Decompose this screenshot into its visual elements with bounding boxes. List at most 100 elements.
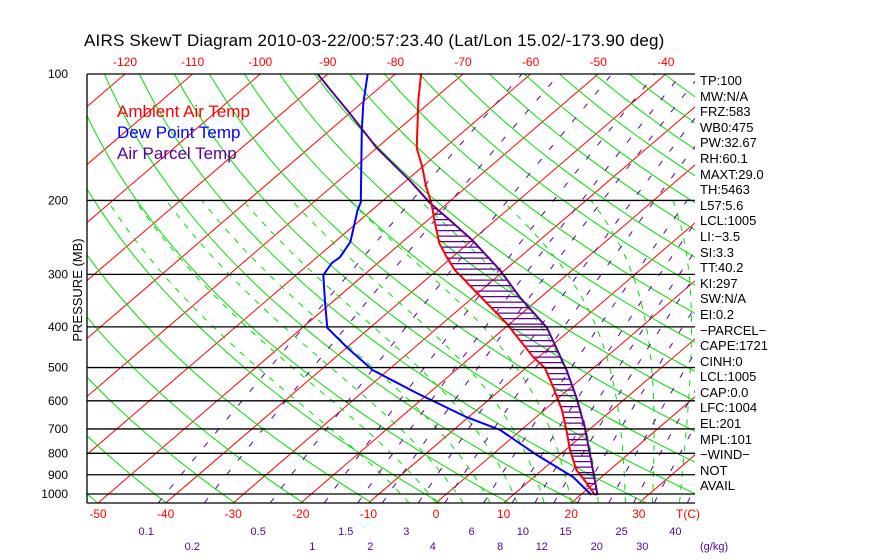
legend: Ambient Air Temp Dew Point Temp Air Parc… [117, 101, 250, 164]
stat-line: LCL:1005 [700, 213, 757, 229]
mixing-ratio-label: 4 [430, 541, 436, 553]
mixing-ratio-line [157, 74, 523, 503]
stat-line: SI:3.3 [700, 244, 734, 260]
ambient-temp-line [415, 74, 596, 496]
mixing-ratio-line [511, 222, 695, 503]
isotherm-line [87, 74, 531, 456]
stat-line: AVAIL [700, 478, 735, 494]
mixing-ratio-label: 1.5 [338, 526, 353, 538]
stat-line: RH:60.1 [700, 150, 748, 166]
isotherm-line [87, 74, 464, 398]
isotherm-line [0, 74, 57, 503]
dry-adiabat-line [804, 74, 870, 503]
cape-hatching [432, 207, 598, 496]
bottom-temp-tick-label: -40 [157, 507, 175, 521]
pressure-tick-label: 500 [48, 361, 68, 375]
moist-adiabat-line [134, 200, 437, 503]
isotherm-line [368, 222, 695, 503]
bottom-temp-tick-label: -30 [225, 507, 243, 521]
parcel-temp-line [316, 74, 599, 496]
stat-line: TP:100 [700, 73, 742, 88]
stat-line: TT:40.2 [700, 260, 744, 276]
mixing-ratio-unit-label: (g/kg) [700, 541, 728, 553]
bottom-temp-tick-label: 20 [565, 507, 579, 521]
mixing-ratio-line [444, 145, 695, 503]
top-temp-tick-label: -90 [319, 55, 337, 69]
pressure-tick-label: 200 [48, 193, 68, 207]
stat-line: SW:N/A [700, 291, 746, 307]
top-temp-tick-label: -80 [387, 55, 405, 69]
mixing-ratio-line [203, 74, 560, 503]
dry-adiabat-line [769, 74, 870, 503]
stat-line: WB0:475 [700, 119, 754, 135]
moist-adiabat-line [501, 200, 626, 503]
stat-line: LFC:1004 [700, 400, 758, 416]
moist-adiabat-line [165, 200, 464, 503]
isotherm-line [87, 74, 193, 166]
isotherm-line [87, 74, 261, 224]
dry-adiabat-line [839, 74, 870, 503]
mixing-ratio-line [357, 74, 682, 503]
moist-adiabat-line [242, 200, 518, 503]
legend-dew-point: Dew Point Temp [117, 123, 241, 142]
isotherm-line [503, 338, 695, 503]
dry-adiabat-line [87, 254, 373, 503]
moist-adiabat-line [201, 200, 491, 503]
dry-adiabat-line [208, 74, 695, 463]
mixing-ratio-line [534, 250, 695, 503]
stat-line: KI:297 [700, 275, 738, 291]
stat-line: CAPE:1721 [700, 338, 768, 354]
legend-parcel-temp: Air Parcel Temp [117, 144, 237, 163]
dry-adiabat-line [87, 376, 236, 503]
stat-line: PW:32.67 [700, 135, 757, 151]
mixing-ratio-label: 40 [669, 526, 681, 538]
stat-line: CINH:0 [700, 353, 743, 369]
stability-indices-panel: TP:100 MW:N/A FRZ:583 WB0:475 PW:32.67 RH:60.… [700, 73, 768, 494]
mixing-ratio-line [483, 188, 695, 503]
bottom-temp-tick-label: -10 [360, 507, 378, 521]
dew-point-line [322, 74, 593, 496]
x-axis-label: T(C) [676, 507, 700, 521]
dry-adiabat-line [87, 316, 304, 503]
stat-line: MAXT:29.0 [700, 166, 764, 182]
stat-line: NOT [700, 462, 728, 478]
dry-adiabat-line [314, 74, 695, 372]
dry-adiabat-line [349, 74, 695, 343]
dry-adiabat-line [384, 74, 695, 314]
mixing-ratio-line [553, 274, 695, 503]
mixing-ratio-label: 0.1 [139, 526, 154, 538]
top-temp-tick-label: -100 [248, 55, 272, 69]
pressure-tick-label: 900 [48, 468, 68, 482]
mixing-ratio-line [577, 306, 695, 503]
isotherm-line [435, 280, 695, 503]
mixing-ratio-label: 10 [517, 526, 529, 538]
stat-line: TH:5463 [700, 182, 750, 198]
stat-line: CAP:0.0 [700, 384, 749, 400]
dry-adiabat-line [173, 74, 695, 495]
bottom-temp-tick-label: -20 [292, 507, 310, 521]
pressure-tick-label: 600 [48, 394, 68, 408]
mixing-ratio-label: 12 [536, 541, 548, 553]
mixing-ratio-label: 25 [615, 526, 627, 538]
mixing-ratio-label: 0.5 [251, 526, 266, 538]
top-temp-tick-label: -50 [590, 55, 608, 69]
dry-adiabat-line [243, 74, 695, 432]
pressure-tick-label: 1000 [41, 487, 68, 501]
dry-adiabat-line [87, 114, 510, 503]
stat-line: LCL:1005 [700, 369, 757, 385]
dry-adiabat-line [103, 74, 578, 503]
bottom-temp-tick-label: -50 [89, 507, 107, 521]
pressure-tick-label: 100 [48, 67, 68, 81]
top-temp-tick-label: -40 [657, 55, 675, 69]
mixing-ratio-label: 2 [367, 541, 373, 553]
mixing-ratio-label: 3 [403, 526, 409, 538]
isotherm-line [570, 396, 695, 503]
pressure-tick-label: 700 [48, 422, 68, 436]
top-temp-tick-label: -110 [181, 55, 204, 69]
pressure-tick-label: 800 [48, 446, 68, 460]
mixing-ratio-label: 15 [559, 526, 571, 538]
stat-line: FRZ:583 [700, 104, 751, 120]
mixing-ratio-line [323, 74, 656, 503]
mixing-ratio-label: 8 [497, 541, 503, 553]
